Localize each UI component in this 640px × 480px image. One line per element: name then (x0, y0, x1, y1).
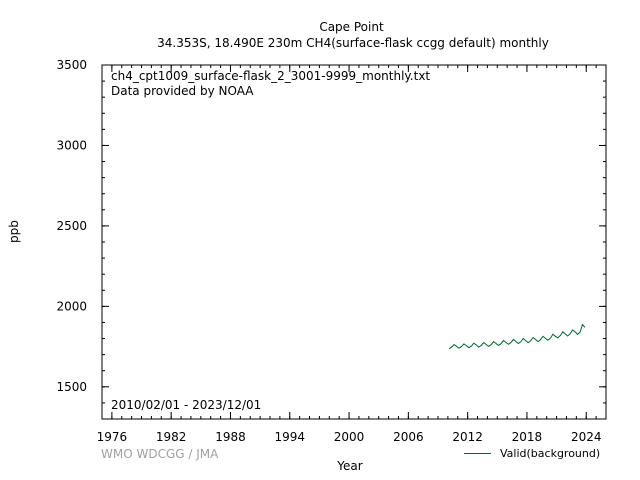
x-tick-label: 2006 (393, 430, 424, 444)
chart-subtitle: 34.353S, 18.490E 230m CH4(surface-flask … (157, 36, 549, 50)
legend-swatch (464, 453, 491, 454)
filename-label: ch4_cpt1009_surface-flask_2_3001-9999_mo… (111, 69, 431, 83)
x-axis-label: Year (337, 459, 363, 473)
x-tick-label: 2018 (512, 430, 543, 444)
period-label: 2010/02/01 - 2023/12/01 (111, 398, 262, 412)
x-tick-label: 1976 (97, 430, 128, 444)
x-tick-label: 2000 (334, 430, 365, 444)
chart-title: Cape Point (319, 20, 384, 34)
plot-frame (101, 64, 607, 420)
x-tick-label: 1994 (274, 430, 305, 444)
y-tick-label: 2000 (56, 299, 87, 313)
x-tick-label: 2024 (571, 430, 602, 444)
x-tick-label: 1988 (215, 430, 246, 444)
y-tick-label: 3000 (56, 138, 87, 152)
y-tick-label: 3500 (56, 58, 87, 72)
x-tick-label: 2012 (452, 430, 483, 444)
y-axis-label: ppb (7, 220, 21, 243)
provider-label: Data provided by NOAA (111, 84, 254, 98)
credit-label: WMO WDCGG / JMA (101, 447, 219, 461)
y-tick-label: 2500 (56, 219, 87, 233)
axis-ticks (101, 64, 607, 420)
axis-tick-labels: 1976 1982 1988 1994 2000 2006 2012 2018 2024 1500… (56, 58, 601, 444)
x-tick-label: 1982 (156, 430, 187, 444)
legend-label: Valid(background) (500, 447, 601, 460)
y-tick-label: 1500 (56, 380, 87, 394)
series-line-valid-background (448, 323, 586, 350)
